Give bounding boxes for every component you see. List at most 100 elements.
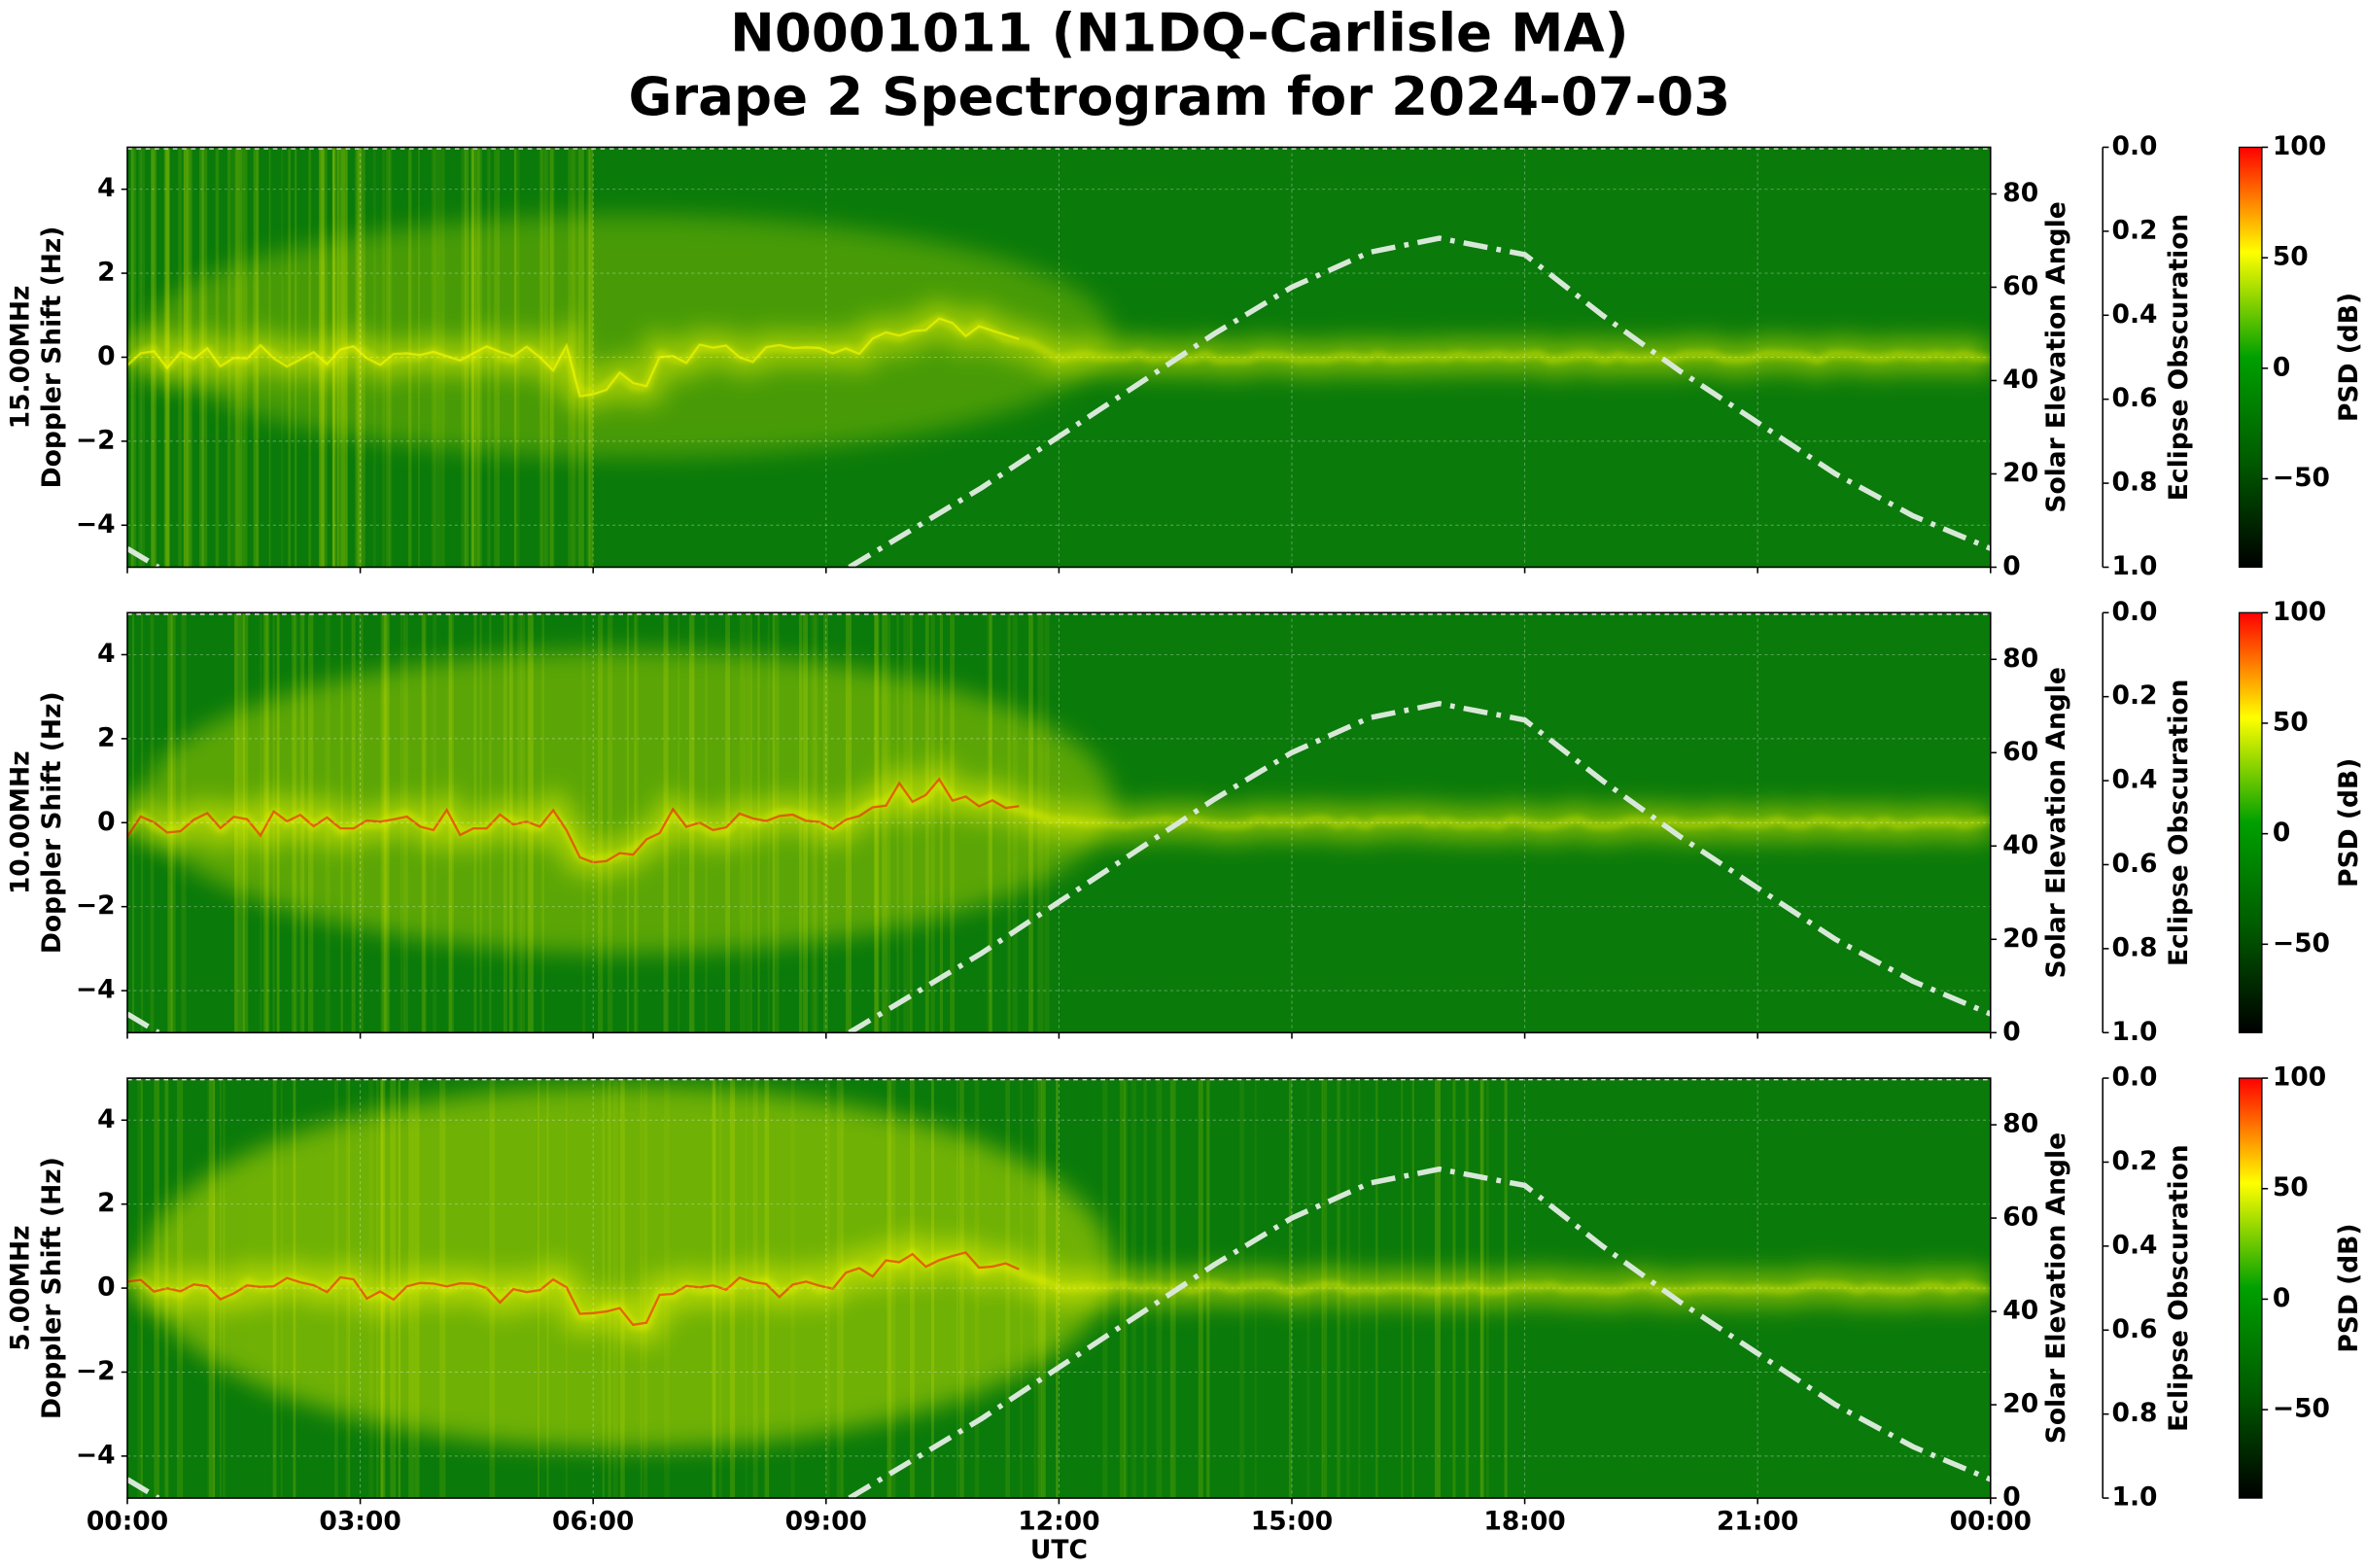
y2-tick-label: 80 (2002, 644, 2038, 674)
frequency-label: 5.00MHz (5, 1225, 35, 1350)
plot-frame (126, 1077, 1992, 1499)
x-tick-label: 00:00 (87, 1507, 168, 1537)
y3-axis-label: Eclipse Obscuration (2164, 1144, 2194, 1432)
colorbar-tick-label: 50 (2273, 707, 2309, 737)
colorbar-tick-label: −50 (2273, 928, 2330, 958)
colorbar (2238, 611, 2263, 1033)
x-tick-label: 12:00 (1018, 1507, 1099, 1537)
y3-tick-label: 0.4 (2112, 765, 2158, 795)
spectrogram-trace (127, 777, 1020, 864)
y2-tick-label: 60 (2002, 1202, 2038, 1233)
elevation-line (127, 1166, 1991, 1499)
colorbar-tick-label: 0 (2273, 1283, 2290, 1313)
y3-tick-label: 0.0 (2112, 1063, 2158, 1093)
y-tick-label: −4 (76, 1440, 116, 1470)
colorbar-label: PSD (dB) (2334, 1224, 2364, 1353)
y3-tick-label: 0.8 (2112, 1398, 2158, 1428)
y-tick-label: 4 (97, 173, 115, 203)
colorbar-tick-label: 100 (2273, 1063, 2326, 1093)
title-line: N0001011 (N1DQ-Carlisle MA) (730, 2, 1628, 64)
colorbar-label: PSD (dB) (2334, 758, 2364, 888)
y2-tick-label: 0 (2002, 551, 2020, 581)
y-tick-label: 4 (97, 1104, 115, 1134)
y2-tick-label: 40 (2002, 830, 2038, 860)
y3-tick-label: 0.0 (2112, 597, 2158, 627)
y3-axis-label: Eclipse Obscuration (2164, 679, 2194, 966)
frequency-label: 10.00MHz (5, 750, 35, 894)
plot-area (127, 147, 1991, 568)
x-axis-label: UTC (1030, 1535, 1088, 1565)
y-tick-label: 0 (97, 1272, 115, 1303)
y-tick-label: 2 (97, 722, 115, 752)
y-tick-label: −2 (76, 890, 116, 921)
colorbar-tick-label: 50 (2273, 242, 2309, 272)
spectrogram-trace (127, 1251, 1020, 1327)
colorbar-tick-label: 0 (2273, 352, 2290, 382)
colorbar (2238, 146, 2263, 569)
y3-tick-label: 1.0 (2112, 1017, 2158, 1047)
colorbar-tick-label: 100 (2273, 131, 2326, 161)
y3-tick-label: 0.6 (2112, 849, 2158, 879)
colorbar-tick-label: −50 (2273, 463, 2330, 493)
y-axis-label: Doppler Shift (Hz) (37, 226, 67, 489)
y2-tick-label: 40 (2002, 1296, 2038, 1326)
plot-frame (126, 611, 1992, 1034)
y3-tick-label: 0.0 (2112, 131, 2158, 161)
colorbar-tick-label: −50 (2273, 1394, 2330, 1424)
x-tick-label: 00:00 (1950, 1507, 2032, 1537)
y2-tick-label: 80 (2002, 178, 2038, 208)
x-tick-label: 06:00 (552, 1507, 634, 1537)
y2-tick-label: 0 (2002, 1017, 2020, 1047)
y3-tick-label: 0.2 (2112, 1146, 2158, 1176)
y3-tick-label: 0.8 (2112, 468, 2158, 498)
plot-area (127, 1078, 1991, 1499)
y2-tick-label: 0 (2002, 1482, 2020, 1513)
plot-frame (126, 146, 1992, 569)
y2-tick-label: 80 (2002, 1109, 2038, 1139)
x-tick-label: 15:00 (1251, 1507, 1333, 1537)
spectrogram-glow (142, 1085, 1113, 1449)
title-line: Grape 2 Spectrogram for 2024-07-03 (628, 65, 1730, 127)
x-tick-label: 18:00 (1483, 1507, 1565, 1537)
y-axis-label: Doppler Shift (Hz) (37, 691, 67, 954)
plot-area (127, 612, 1991, 1033)
y-tick-label: −4 (76, 509, 116, 540)
x-tick-label: 21:00 (1717, 1507, 1798, 1537)
y3-tick-label: 0.2 (2112, 215, 2158, 245)
y-tick-label: −4 (76, 975, 116, 1005)
y-tick-label: 0 (97, 807, 115, 837)
y-axis-label: Doppler Shift (Hz) (37, 1157, 67, 1419)
colorbar-tick-label: 0 (2273, 818, 2290, 848)
y3-tick-label: 0.8 (2112, 932, 2158, 962)
y-tick-label: 4 (97, 639, 115, 669)
y2-tick-label: 40 (2002, 365, 2038, 395)
y3-tick-label: 1.0 (2112, 551, 2158, 581)
y-tick-label: −2 (76, 425, 116, 455)
y3-tick-label: 0.2 (2112, 680, 2158, 711)
elevation-line (127, 701, 1991, 1033)
y2-tick-label: 20 (2002, 923, 2038, 954)
colorbar (2238, 1077, 2263, 1499)
colorbar-label: PSD (dB) (2334, 293, 2364, 422)
y-tick-label: 0 (97, 341, 115, 371)
x-tick-label: 09:00 (785, 1507, 867, 1537)
y3-tick-label: 1.0 (2112, 1482, 2158, 1513)
y2-tick-label: 60 (2002, 737, 2038, 767)
frequency-label: 15.00MHz (5, 286, 35, 430)
y3-tick-label: 0.4 (2112, 1230, 2158, 1260)
colorbar-tick-label: 50 (2273, 1172, 2309, 1202)
y2-tick-label: 60 (2002, 271, 2038, 301)
y-tick-label: 2 (97, 258, 115, 288)
y2-tick-label: 20 (2002, 1389, 2038, 1419)
colorbar-tick-label: 100 (2273, 597, 2326, 627)
x-tick-label: 03:00 (319, 1507, 400, 1537)
spectrogram-trace (127, 317, 1020, 399)
y3-axis-label: Eclipse Obscuration (2164, 214, 2194, 502)
elevation-line (127, 235, 1991, 568)
y-tick-label: 2 (97, 1188, 115, 1218)
y3-tick-label: 0.6 (2112, 1314, 2158, 1344)
spectrogram-glow (142, 649, 1113, 954)
y3-tick-label: 0.6 (2112, 383, 2158, 413)
y2-axis-label: Solar Elevation Angle (2041, 667, 2071, 978)
